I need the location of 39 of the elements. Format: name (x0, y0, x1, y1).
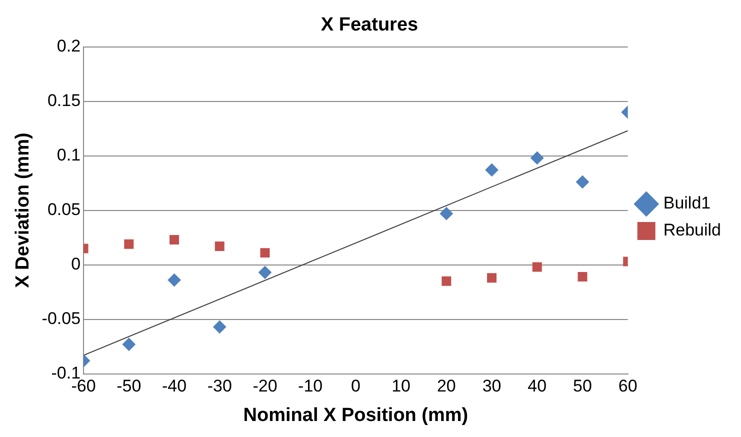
legend-label: Build1 (663, 194, 711, 213)
x-tick-label: -10 (298, 376, 323, 396)
x-axis-title: Nominal X Position (mm) (243, 404, 468, 426)
point (487, 273, 497, 283)
x-tick-label: 30 (482, 376, 502, 396)
point (440, 207, 453, 220)
x-tick-label: -50 (116, 376, 142, 396)
point (170, 234, 180, 244)
point (530, 151, 544, 164)
point (260, 248, 270, 258)
y-tick-label: 0.1 (56, 145, 81, 164)
legend-label: Rebuild (663, 220, 722, 240)
x-tick-label: 60 (618, 376, 638, 396)
y-tick-label: 0 (71, 254, 81, 274)
x-tick-label: 10 (392, 376, 411, 396)
x-tick-label: 50 (573, 376, 592, 396)
point (122, 338, 136, 351)
point (258, 266, 272, 279)
x-tick-label: -40 (162, 376, 187, 396)
point (124, 239, 134, 249)
y-tick-label: 0.2 (56, 36, 81, 56)
x-tick-label: -20 (252, 376, 278, 396)
y-axis-title: X Deviation (mm) (12, 132, 34, 288)
x-tick-label: 0 (350, 376, 360, 396)
point (532, 262, 542, 272)
x-tick-label: -30 (207, 376, 232, 396)
point (213, 320, 226, 334)
point (168, 274, 181, 287)
y-tick-label: 0.05 (47, 200, 81, 219)
point (578, 272, 588, 282)
chart-title: X Features (320, 14, 418, 36)
y-tick-label: 0.15 (47, 90, 81, 110)
point (576, 175, 589, 188)
point (485, 163, 498, 176)
x-tick-label: 20 (436, 376, 456, 396)
y-tick-label: -0.05 (42, 308, 81, 328)
point (214, 242, 224, 252)
x-tick-label: 40 (528, 376, 547, 396)
point (442, 276, 452, 286)
